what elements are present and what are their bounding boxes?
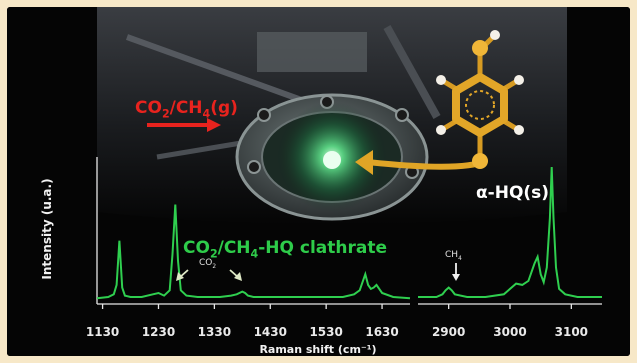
x-axis-label: Raman shift (cm⁻¹) [259,343,377,356]
clathrate-label: CO2/CH4-HQ clathrate [183,238,388,261]
x-tick-label: 3100 [554,325,589,339]
co2-peak-annotation: CO2 [199,258,217,270]
x-tick-label: 2900 [431,325,466,339]
raman-spectra-chart [96,157,602,309]
y-axis-label: Intensity (u.a.) [40,178,54,280]
hydroquinone-molecule-icon [436,30,524,169]
gas-feed-label: CO2/CH4(g) [135,98,238,121]
spectrum-line-low-range [96,204,411,300]
x-tick-label: 3000 [493,325,527,339]
ch4-peak-annotation: CH4 [445,250,462,262]
experimental-setup-photo [7,7,630,356]
x-tick-label: 1230 [141,325,176,339]
x-tick-label: 1430 [253,325,287,339]
x-tick-label: 1530 [309,325,343,339]
spectrum-line-high-range [418,166,602,298]
x-tick-label: 1130 [85,325,120,339]
x-tick-label: 1630 [365,325,399,339]
hydroquinone-solid-label: α-HQ(s) [476,183,550,203]
x-tick-label: 1330 [197,325,232,339]
